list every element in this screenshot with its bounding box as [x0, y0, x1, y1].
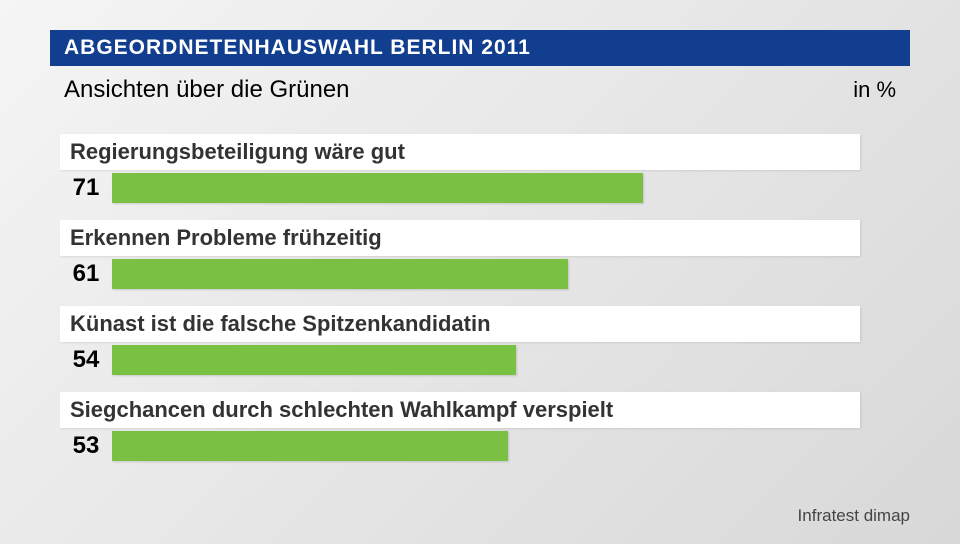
bar-label: Regierungsbeteiligung wäre gut — [60, 134, 860, 170]
chart-bar — [112, 345, 516, 375]
bar-label: Künast ist die falsche Spitzenkandidatin — [60, 306, 860, 342]
bar-value: 53 — [60, 428, 112, 464]
bar-row: Erkennen Probleme frühzeitig 61 — [60, 220, 910, 292]
subtitle-text: Ansichten über die Grünen — [64, 76, 350, 104]
bar-row: Künast ist die falsche Spitzenkandidatin… — [60, 306, 910, 378]
bar-row: Siegchancen durch schlechten Wahlkampf v… — [60, 392, 910, 464]
bar-value: 71 — [60, 170, 112, 206]
bar-row: Regierungsbeteiligung wäre gut 71 — [60, 134, 910, 206]
chart-bar — [112, 431, 508, 461]
bar-value: 61 — [60, 256, 112, 292]
chart-area: Regierungsbeteiligung wäre gut 71 Erkenn… — [50, 124, 910, 464]
chart-bar — [112, 259, 568, 289]
header-title-bar: ABGEORDNETENHAUSWAHL BERLIN 2011 — [50, 30, 910, 66]
bar-value: 54 — [60, 342, 112, 378]
bar-label: Siegchancen durch schlechten Wahlkampf v… — [60, 392, 860, 428]
subtitle-row: Ansichten über die Grünen in % — [50, 66, 910, 124]
header-title: ABGEORDNETENHAUSWAHL BERLIN 2011 — [64, 36, 531, 59]
bar-value-row: 54 — [60, 342, 910, 378]
bar-value-row: 61 — [60, 256, 910, 292]
chart-bar — [112, 173, 643, 203]
bar-label: Erkennen Probleme frühzeitig — [60, 220, 860, 256]
chart-container: ABGEORDNETENHAUSWAHL BERLIN 2011 Ansicht… — [0, 0, 960, 464]
unit-text: in % — [853, 77, 896, 103]
source-credit: Infratest dimap — [798, 506, 910, 526]
bar-value-row: 71 — [60, 170, 910, 206]
bar-value-row: 53 — [60, 428, 910, 464]
